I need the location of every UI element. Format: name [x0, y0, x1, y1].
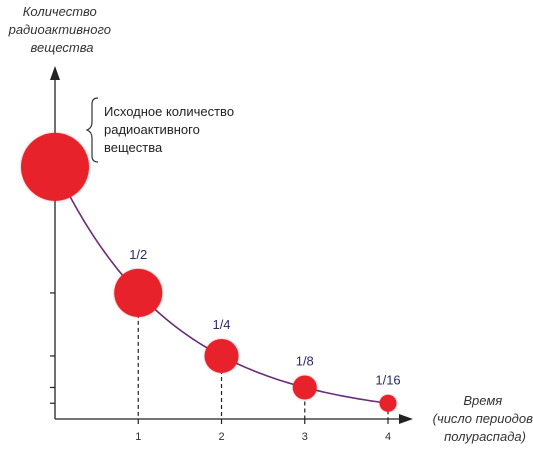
x-axis-ticks: 1 2 3 4: [135, 419, 391, 443]
data-points: [21, 132, 397, 412]
x-tick-label: 2: [218, 431, 224, 443]
dashed-guides: [137, 292, 389, 419]
fraction-label: 1/16: [375, 373, 400, 388]
y-axis-label-line: вещества: [31, 40, 94, 55]
annotation-line: вещества: [104, 140, 163, 155]
x-tick-label: 4: [385, 431, 391, 443]
decay-point: [379, 394, 397, 412]
y-axis-label: Количество радиоактивного вещества: [8, 3, 116, 55]
y-axis-ticks: [50, 166, 55, 404]
fraction-label: 1/8: [296, 353, 314, 368]
fraction-label: 1/2: [129, 247, 147, 262]
annotation-line: радиоактивного: [104, 122, 200, 137]
x-tick-label: 1: [135, 431, 141, 443]
y-axis-label-line: Количество: [23, 4, 97, 19]
x-axis-label-line: Время: [463, 393, 502, 408]
x-tick-label: 3: [302, 431, 308, 443]
decay-point: [292, 375, 317, 400]
axes: [50, 66, 413, 424]
decay-point: [204, 338, 239, 373]
y-axis-label-line: радиоактивного: [8, 22, 111, 37]
annotation-line: Исходное количество: [104, 104, 234, 119]
annotation-brace-icon: [85, 97, 99, 163]
decay-point: [21, 132, 89, 201]
decay-point: [114, 268, 163, 317]
y-axis-arrow-icon: [50, 66, 60, 80]
x-axis-label-line: полураспада): [444, 429, 526, 444]
fraction-label: 1/4: [212, 317, 230, 332]
x-axis-label: Время (число периодов полураспада): [433, 392, 533, 444]
x-axis-arrow-icon: [399, 414, 413, 424]
initial-amount-annotation: Исходное количество радиоактивного вещес…: [104, 103, 239, 155]
x-axis-label-line: (число периодов: [433, 411, 533, 426]
fraction-labels: 1/2 1/4 1/8 1/16: [129, 247, 400, 388]
